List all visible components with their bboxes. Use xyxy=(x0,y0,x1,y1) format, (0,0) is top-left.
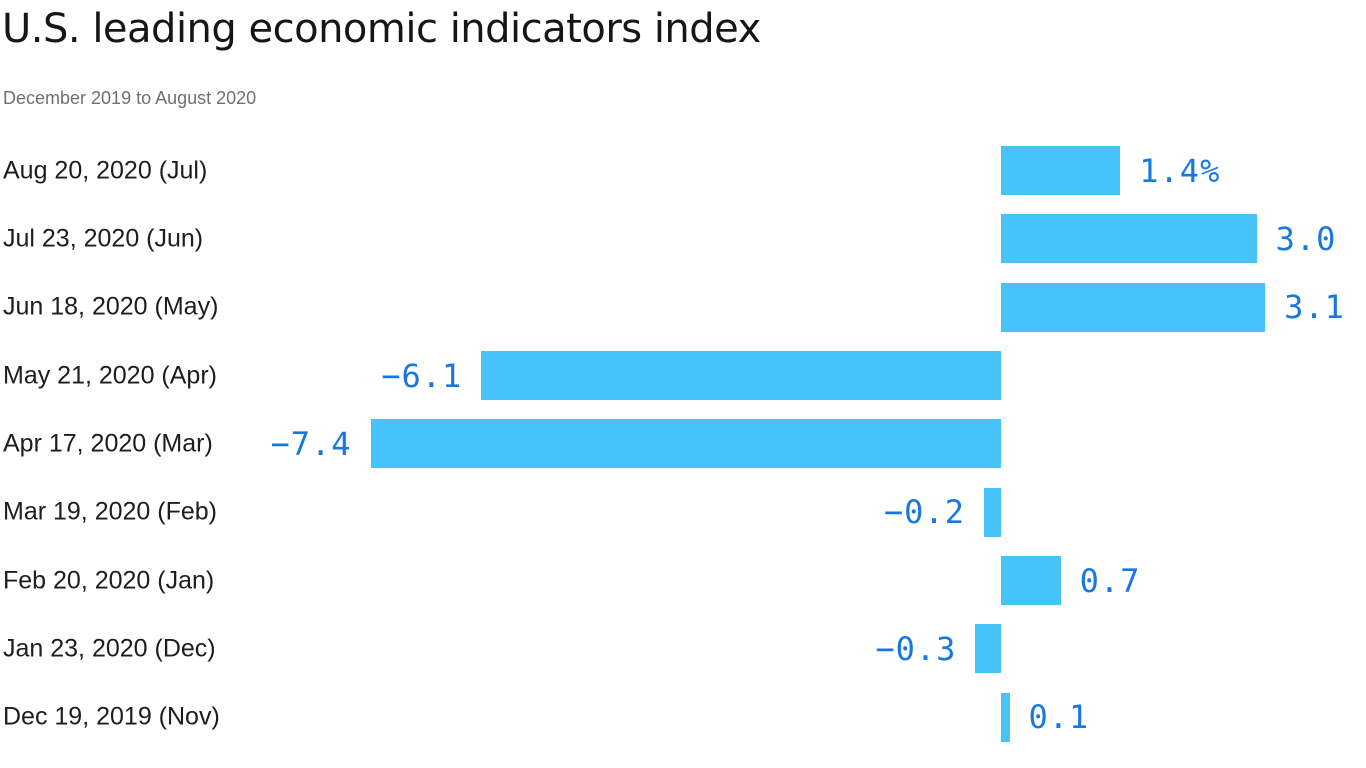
bar xyxy=(975,624,1001,674)
chart-row: Dec 19, 2019 (Nov) 0.1 xyxy=(0,692,1366,742)
chart-row: Apr 17, 2020 (Mar) −7.4 xyxy=(0,419,1366,469)
bar xyxy=(1001,282,1266,332)
value-label: −0.2 xyxy=(883,493,965,532)
category-label: Jan 23, 2020 (Dec) xyxy=(3,634,216,663)
bar xyxy=(1001,692,1010,742)
chart-row: Feb 20, 2020 (Jan) 0.7 xyxy=(0,556,1366,606)
bar xyxy=(481,351,1001,401)
value-label: −7.4 xyxy=(270,424,352,463)
category-label: Apr 17, 2020 (Mar) xyxy=(3,429,213,458)
chart-row: Mar 19, 2020 (Feb) −0.2 xyxy=(0,487,1366,537)
value-label: 3.1 xyxy=(1284,288,1345,327)
chart-row: Aug 20, 2020 (Jul) 1.4% xyxy=(0,146,1366,195)
category-label: Jun 18, 2020 (May) xyxy=(3,292,219,321)
chart-row: Jul 23, 2020 (Jun) 3.0 xyxy=(0,214,1366,264)
category-label: Dec 19, 2019 (Nov) xyxy=(3,702,220,731)
bar xyxy=(1001,214,1257,264)
bar xyxy=(983,487,1001,537)
chart-title: U.S. leading economic indicators index xyxy=(2,6,761,52)
category-label: May 21, 2020 (Apr) xyxy=(3,361,217,390)
chart-row: Jan 23, 2020 (Dec) −0.3 xyxy=(0,624,1366,674)
chart-row: Jun 18, 2020 (May) 3.1 xyxy=(0,282,1366,332)
value-label: 0.7 xyxy=(1079,561,1141,600)
chart-subtitle: December 2019 to August 2020 xyxy=(3,88,257,108)
category-label: Mar 19, 2020 (Feb) xyxy=(3,497,217,526)
chart-row: May 21, 2020 (Apr) −6.1 xyxy=(0,351,1366,401)
value-label: −0.3 xyxy=(875,629,957,668)
category-label: Aug 20, 2020 (Jul) xyxy=(3,156,208,184)
bar xyxy=(1001,556,1061,606)
bar xyxy=(1001,146,1121,195)
value-label: 1.4% xyxy=(1139,151,1221,190)
value-label: 0.1 xyxy=(1028,698,1090,737)
category-label: Feb 20, 2020 (Jan) xyxy=(3,566,215,595)
value-label: 3.0 xyxy=(1275,219,1337,258)
value-label: −6.1 xyxy=(381,356,463,395)
category-label: Jul 23, 2020 (Jun) xyxy=(3,224,204,253)
bar xyxy=(370,419,1001,469)
